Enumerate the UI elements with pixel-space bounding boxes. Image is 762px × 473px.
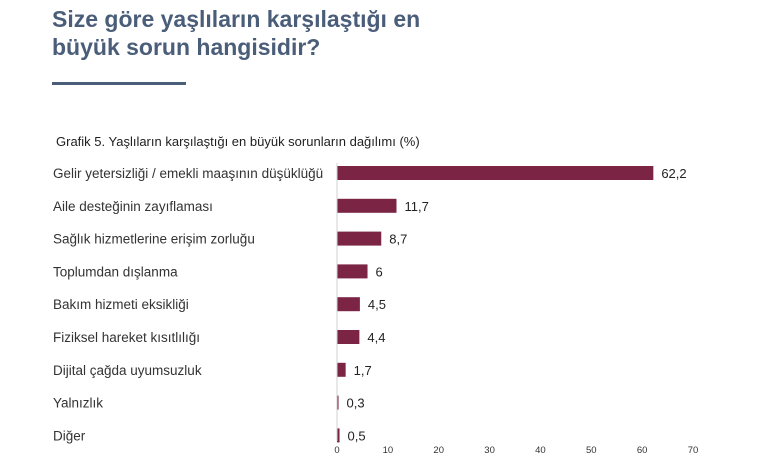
category-labels: Gelir yetersizliği / emekli maaşının düş… xyxy=(53,166,323,443)
x-tick-label: 50 xyxy=(586,445,597,456)
bar xyxy=(337,297,360,312)
heading-line-1: Size göre yaşlıların karşılaştığı en xyxy=(52,6,421,32)
category-label: Fiziksel hareket kısıtlılığı xyxy=(53,330,200,345)
page-heading: Size göre yaşlıların karşılaştığı en büy… xyxy=(52,5,472,61)
value-label: 11,7 xyxy=(405,199,429,214)
bar xyxy=(337,166,654,180)
category-label: Sağlık hizmetlerine erişim zorluğu xyxy=(53,232,255,247)
heading-underline xyxy=(52,82,186,85)
bars xyxy=(337,166,654,443)
category-label: Toplumdan dışlanma xyxy=(53,264,178,279)
bar xyxy=(337,395,339,410)
x-tick-label: 40 xyxy=(535,445,546,456)
value-label: 62,2 xyxy=(661,166,686,181)
value-label: 6 xyxy=(376,264,383,279)
bar xyxy=(337,198,397,213)
x-tick-label: 20 xyxy=(433,445,444,456)
bar xyxy=(337,362,346,377)
category-label: Diğer xyxy=(53,428,86,443)
value-label: 1,7 xyxy=(354,363,372,378)
x-tick-label: 10 xyxy=(383,445,394,456)
bar xyxy=(337,264,368,279)
bar xyxy=(337,428,340,443)
category-label: Gelir yetersizliği / emekli maaşının düş… xyxy=(53,166,323,181)
x-tick-label: 0 xyxy=(334,445,339,456)
value-label: 0,3 xyxy=(347,396,365,411)
value-label: 0,5 xyxy=(348,428,366,443)
category-label: Aile desteğinin zayıflaması xyxy=(53,199,213,214)
bar xyxy=(337,330,360,344)
x-tick-label: 70 xyxy=(688,445,699,456)
category-label: Dijital çağda uyumsuzluk xyxy=(53,363,202,378)
value-label: 4,4 xyxy=(367,330,385,345)
value-labels: 62,2 11,7 8,7 6 4,5 4,4 1,7 0,3 0,5 xyxy=(347,166,687,443)
value-label: 8,7 xyxy=(389,232,407,247)
chart-title: Grafik 5. Yaşlıların karşılaştığı en büy… xyxy=(56,134,420,149)
heading-line-2: büyük sorun hangisidir? xyxy=(52,34,321,60)
x-axis: 0 10 20 30 40 50 60 70 xyxy=(334,163,698,456)
bar xyxy=(337,231,382,246)
x-tick-label: 30 xyxy=(484,445,495,456)
category-label: Yalnızlık xyxy=(53,396,103,411)
x-tick-label: 60 xyxy=(637,445,648,456)
category-label: Bakım hizmeti eksikliği xyxy=(53,297,189,312)
value-label: 4,5 xyxy=(368,297,386,312)
